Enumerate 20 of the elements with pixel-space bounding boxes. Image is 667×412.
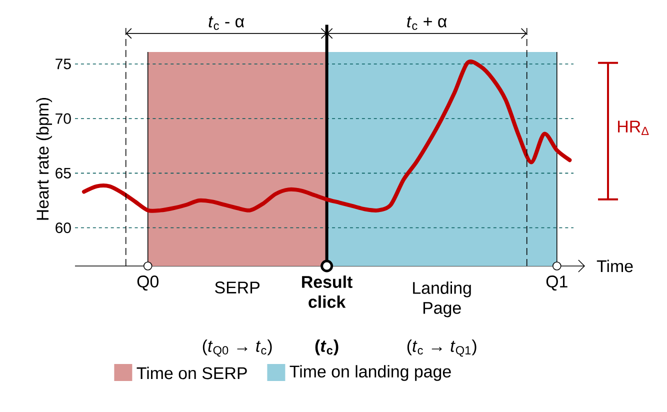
y-tick-label: 60	[56, 222, 71, 234]
x-tick-label: Q1	[546, 276, 568, 291]
y-tick-label: 75	[56, 58, 71, 70]
y-axis-title: Heart rate (bpm)	[36, 98, 52, 220]
y-tick-label: 65	[56, 168, 71, 178]
text: (t$_{Q0}$ → t$_{c}$)	[202, 340, 272, 357]
text: t$_{c}$ - α	[208, 16, 244, 30]
x-tick-label: Q0	[137, 276, 159, 291]
text: Landing Page	[413, 282, 471, 318]
legend-label: Time on SERP	[136, 366, 247, 380]
line-series	[82, 60, 572, 213]
legend-label: Time on landing page	[290, 365, 451, 381]
text: HR$_{Δ}$	[618, 120, 649, 135]
x-axis-title: Time	[596, 260, 633, 272]
y-tick-label: 70	[56, 113, 71, 124]
text: (t$_{c}$)	[315, 340, 338, 356]
x-tick-label: Result click	[302, 276, 352, 308]
text: t$_{c}$ + α	[407, 16, 447, 30]
text: (t$_{c}$ → t$_{Q1}$)	[407, 340, 476, 357]
text: SERP	[215, 282, 260, 294]
